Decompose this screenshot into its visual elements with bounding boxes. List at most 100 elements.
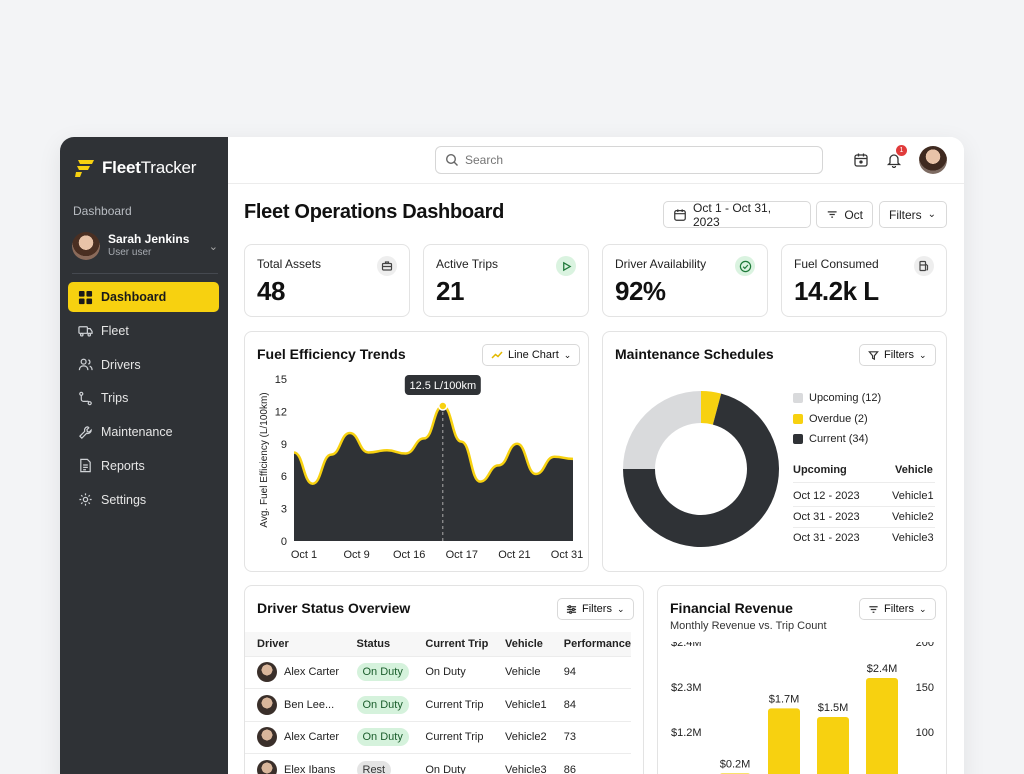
bar-value-label: $1.5M (818, 702, 849, 714)
avatar (257, 662, 277, 683)
vehicle: Vehicle1 (492, 688, 552, 722)
y-tick-label: 12 (275, 406, 287, 418)
avatar (257, 760, 277, 774)
sidebar-item-drivers[interactable]: Drivers (68, 350, 219, 380)
revenue-bar (817, 717, 849, 774)
wrench-icon (77, 424, 93, 440)
sidebar-item-reports[interactable]: Reports (68, 451, 219, 481)
maintenance-filters-button[interactable]: Filters ⌄ (859, 344, 936, 366)
left-y-tick-label: $2.4M (671, 642, 702, 649)
table-row[interactable]: Ben Lee... On Duty Current Trip Vehicle1… (245, 688, 631, 722)
column-header[interactable]: Vehicle (492, 632, 552, 657)
y-tick-label: 15 (275, 374, 287, 386)
table-row[interactable]: Elex Ibans Rest On Duty Vehicle3 86 (245, 753, 631, 774)
left-y-tick-label: $1.2M (671, 727, 702, 739)
notification-button[interactable]: 1 (884, 145, 907, 170)
kpi-card-active-trips[interactable]: Active Trips 21 (423, 244, 589, 317)
performance: 94 (551, 656, 631, 690)
grid-icon (77, 289, 93, 305)
legend-swatch (793, 414, 803, 424)
table-header-row: Driver Status Current Trip Vehicle Perfo… (245, 632, 631, 657)
sidebar-item-label: Maintenance (101, 425, 173, 440)
check-circle-icon (735, 256, 755, 276)
column-header[interactable]: Driver (245, 632, 345, 657)
sidebar-item-fleet[interactable]: Fleet (68, 316, 219, 346)
x-tick-label: Oct 31 (551, 549, 583, 561)
bar-value-label: $1.7M (769, 693, 800, 705)
sidebar-item-label: Trips (101, 391, 129, 406)
date-range-button[interactable]: Oct 1 - Oct 31, 2023 (663, 201, 811, 229)
y-tick-label: 0 (281, 536, 287, 548)
kpi-label: Total Assets (257, 257, 322, 271)
revenue-bar (866, 678, 898, 774)
search-input[interactable] (465, 153, 805, 167)
table-row[interactable]: Alex Carter On Duty On Duty Vehicle 94 (245, 656, 631, 690)
filters-label: Filters (582, 603, 612, 615)
users-icon (77, 357, 93, 373)
document-icon (77, 458, 93, 474)
fleettracker-logo-icon (75, 160, 94, 177)
sidebar-section-label: Dashboard (73, 204, 132, 218)
search-box[interactable] (435, 146, 823, 174)
chevron-down-icon: ⌄ (616, 603, 625, 614)
x-tick-label: Oct 9 (343, 549, 369, 561)
y-axis-label: Avg. Fuel Efficiency (L/100km) (259, 392, 270, 527)
divider (72, 273, 218, 274)
bell-icon (886, 154, 902, 168)
avatar[interactable] (919, 146, 947, 174)
table-row[interactable]: Alex Carter On Duty Current Trip Vehicle… (245, 721, 631, 755)
card-title: Fuel Efficiency Trends (257, 346, 406, 362)
series-line (293, 404, 574, 486)
sidebar-item-settings[interactable]: Settings (68, 485, 219, 515)
driver-name: Alex Carter (284, 731, 340, 744)
fuel-efficiency-card: Fuel Efficiency Trends Line Chart ⌄ 15 12… (244, 331, 589, 572)
performance: 73 (551, 721, 631, 755)
revenue-filters-button[interactable]: Filters ⌄ (859, 598, 936, 620)
kpi-label: Fuel Consumed (794, 257, 879, 271)
vehicle: Vehicle2 (492, 721, 552, 755)
filters-label: Filters (884, 349, 914, 361)
chart-type-dropdown[interactable]: Line Chart ⌄ (482, 344, 581, 366)
driver-status-card: Driver Status Overview Filters ⌄ Driver … (244, 585, 644, 774)
schedule-date: Oct 31 - 2023 (793, 511, 860, 523)
kpi-value: 48 (257, 276, 285, 306)
brand[interactable]: FleetTracker (74, 157, 196, 179)
divider (793, 506, 935, 507)
period-filter-button[interactable]: Oct (816, 201, 873, 228)
column-header[interactable]: Current Trip (413, 632, 493, 657)
filters-label: Filters (884, 603, 914, 615)
sidebar-item-dashboard[interactable]: Dashboard (68, 282, 219, 312)
legend-label: Current (34) (809, 433, 869, 445)
chevron-down-icon: ⌄ (563, 349, 572, 360)
y-tick-label: 3 (281, 504, 287, 516)
current-trip: Current Trip (413, 721, 493, 755)
avatar (257, 694, 277, 715)
period-label: Oct (844, 207, 863, 222)
column-header[interactable]: Status (344, 632, 414, 657)
vehicle: Vehicle (492, 656, 552, 690)
status-badge: On Duty (356, 728, 409, 747)
chevron-down-icon[interactable]: ⌄ (208, 240, 218, 253)
schedule-header-vehicle: Vehicle (895, 464, 933, 476)
kpi-card-fuel-consumed[interactable]: Fuel Consumed 14.2k L (781, 244, 947, 317)
schedule-vehicle: Vehicle2 (892, 511, 934, 523)
chevron-down-icon: ⌄ (918, 349, 927, 360)
sidebar-item-trips[interactable]: Trips (68, 383, 219, 413)
page-title: Fleet Operations Dashboard (244, 201, 505, 223)
driver-name: Ben Lee... (284, 698, 335, 711)
drivers-filters-button[interactable]: Filters ⌄ (557, 598, 634, 620)
filters-label: Filters (889, 207, 922, 222)
donut-slice-upcoming (623, 391, 701, 469)
fuel-icon (914, 256, 934, 276)
user-menu[interactable]: Sarah Jenkins User user ⌄ (72, 232, 218, 260)
driver-name: Alex Carter (284, 666, 340, 679)
kpi-value: 21 (436, 276, 464, 306)
kpi-card-total-assets[interactable]: Total Assets 48 (244, 244, 410, 317)
filters-button[interactable]: Filters ⌄ (879, 201, 947, 228)
kpi-value: 14.2k L (794, 276, 879, 306)
calendar-icon[interactable] (851, 150, 871, 170)
kpi-card-driver-availability[interactable]: Driver Availability 92% (602, 244, 768, 317)
current-trip: On Duty (413, 656, 493, 690)
sidebar-item-maintenance[interactable]: Maintenance (68, 417, 219, 447)
column-header[interactable]: Performance (551, 632, 631, 657)
